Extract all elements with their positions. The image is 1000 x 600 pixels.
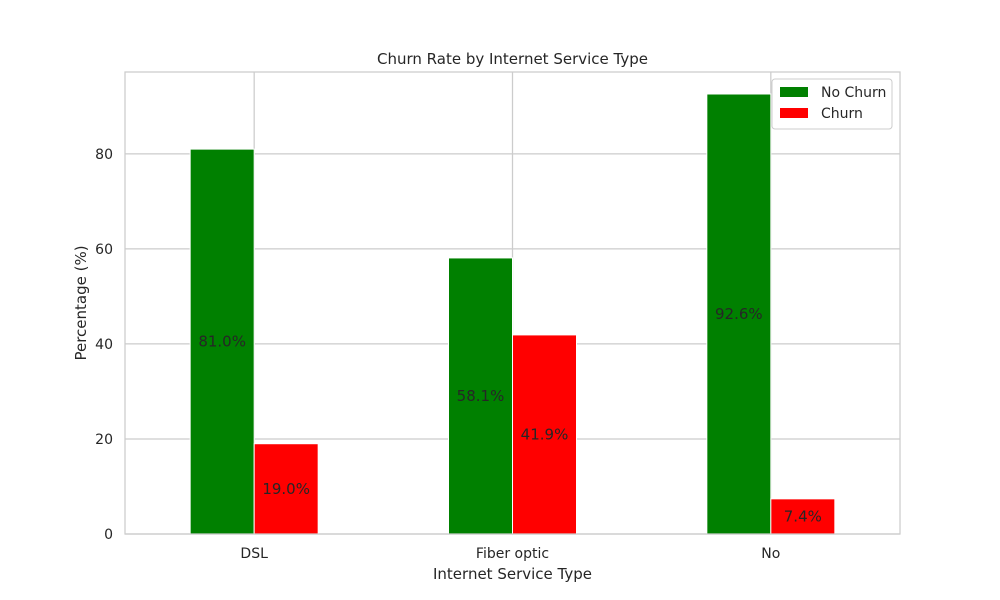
legend-label: Churn <box>821 106 863 122</box>
data-label: 58.1% <box>457 387 505 405</box>
bar-no-churn <box>706 93 772 535</box>
data-label: 92.6% <box>715 305 763 323</box>
bar-churn <box>770 498 836 535</box>
data-label: 41.9% <box>521 425 569 443</box>
y-tick-label: 80 <box>95 147 113 163</box>
legend-swatch <box>780 108 808 118</box>
y-tick-label: 0 <box>104 527 113 543</box>
x-tick-label: Fiber optic <box>476 546 549 562</box>
data-label: 7.4% <box>784 507 822 525</box>
legend: No Churn Churn <box>771 78 893 130</box>
x-tick-labels: DSL Fiber optic No <box>240 546 780 562</box>
bar-no-churn <box>448 257 513 535</box>
chart-title: Churn Rate by Internet Service Type <box>377 50 648 68</box>
x-axis-label: Internet Service Type <box>433 565 592 583</box>
plot-frame <box>124 71 901 535</box>
data-label: 81.0% <box>198 333 246 351</box>
bar-churn <box>512 334 577 535</box>
x-tick-label: No <box>761 546 780 562</box>
y-tick-label: 20 <box>95 432 113 448</box>
legend-label: No Churn <box>821 85 886 101</box>
y-tick-labels: 0 20 40 60 80 <box>95 147 113 543</box>
data-labels: 81.0% 58.1% 92.6% 19.0% 41.9% 7.4% <box>198 305 822 525</box>
bar-churn <box>253 443 319 535</box>
bars <box>189 93 836 535</box>
y-axis-label: Percentage (%) <box>72 245 90 360</box>
bar-no-churn <box>189 148 255 535</box>
legend-swatch <box>780 87 808 97</box>
y-tick-label: 40 <box>95 337 113 353</box>
y-tick-label: 60 <box>95 242 113 258</box>
data-label: 19.0% <box>262 480 310 498</box>
x-tick-label: DSL <box>240 546 268 562</box>
